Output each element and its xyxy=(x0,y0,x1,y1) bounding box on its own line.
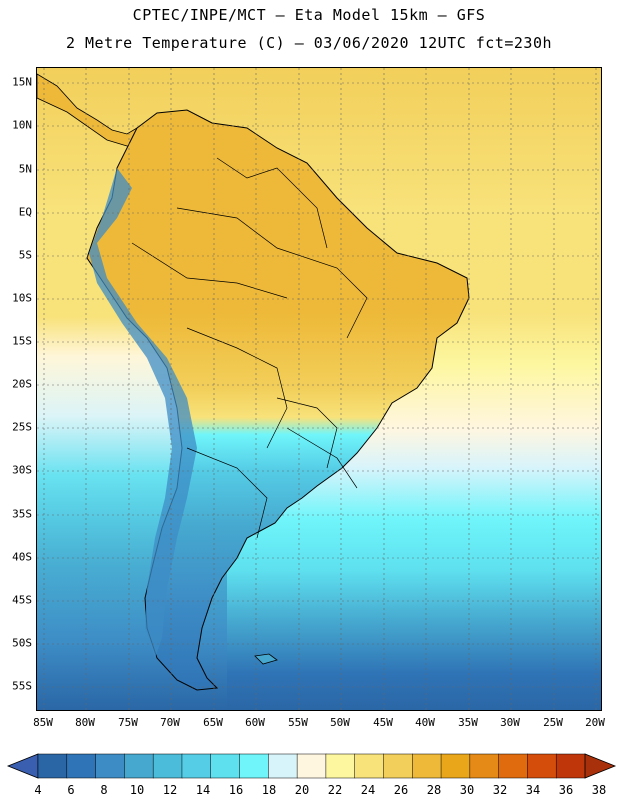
country-borders xyxy=(131,157,368,539)
colorbar-label: 22 xyxy=(327,783,343,797)
colorbar-label: 38 xyxy=(591,783,607,797)
colorbar-swatch xyxy=(412,753,442,779)
colorbar-overflow-arrow xyxy=(584,753,617,779)
lon-label: 35W xyxy=(458,716,478,729)
colorbar-label: 26 xyxy=(393,783,409,797)
colorbar-swatch xyxy=(325,753,356,779)
colorbar-label: 20 xyxy=(294,783,310,797)
lat-label: EQ xyxy=(18,205,32,219)
colorbar-label: 36 xyxy=(558,783,574,797)
colorbar-swatch xyxy=(268,753,298,779)
colorbar-swatch xyxy=(469,753,500,779)
lat-label: 25S xyxy=(12,420,32,434)
lat-label: 5N xyxy=(18,162,32,176)
colorbar-label: 34 xyxy=(525,783,541,797)
colorbar-swatch xyxy=(239,753,269,779)
colorbar-label: 28 xyxy=(426,783,442,797)
lat-label: 50S xyxy=(12,636,32,650)
colorbar-label: 10 xyxy=(129,783,145,797)
colorbar-label: 14 xyxy=(195,783,211,797)
colorbar-swatch xyxy=(354,753,385,779)
lon-label: 85W xyxy=(33,716,53,729)
lat-label: 40S xyxy=(12,550,32,564)
graticule xyxy=(37,68,601,710)
lat-label: 10N xyxy=(12,118,32,132)
map-canvas xyxy=(37,68,601,710)
colorbar-swatch xyxy=(555,753,586,779)
colorbar-swatch xyxy=(440,753,471,779)
lon-label: 80W xyxy=(75,716,95,729)
colorbar-underflow-arrow xyxy=(6,753,39,779)
temperature-map xyxy=(36,67,602,711)
lat-label: 35S xyxy=(12,507,32,521)
colorbar-swatch xyxy=(152,753,183,779)
lon-label: 60W xyxy=(245,716,265,729)
colorbar-label: 8 xyxy=(100,783,108,797)
falkland-islands xyxy=(254,653,278,665)
lat-label: 45S xyxy=(12,593,32,607)
lon-label: 55W xyxy=(288,716,308,729)
lat-label: 15N xyxy=(12,75,32,89)
lat-label: 30S xyxy=(12,463,32,477)
andes-band xyxy=(89,168,197,658)
lon-label: 30W xyxy=(500,716,520,729)
colorbar-label: 16 xyxy=(228,783,244,797)
color-scale-bar xyxy=(6,753,617,779)
colorbar-label: 6 xyxy=(67,783,75,797)
lon-label: 40W xyxy=(415,716,435,729)
lat-label: 20S xyxy=(12,377,32,391)
lat-label: 55S xyxy=(12,679,32,693)
colorbar-swatch xyxy=(95,753,125,779)
lat-label: 10S xyxy=(12,291,32,305)
colorbar-swatch xyxy=(66,753,97,779)
lon-label: 50W xyxy=(330,716,350,729)
chart-title-line2: 2 Metre Temperature (C) – 03/06/2020 12U… xyxy=(65,34,553,52)
colorbar-swatch xyxy=(124,753,154,779)
colorbar-label: 24 xyxy=(360,783,376,797)
colorbar-swatch xyxy=(527,753,557,779)
chart-title-line1: CPTEC/INPE/MCT – Eta Model 15km – GFS xyxy=(132,6,486,24)
colorbar-label: 4 xyxy=(34,783,42,797)
colorbar-label: 30 xyxy=(459,783,475,797)
lon-label: 75W xyxy=(118,716,138,729)
colorbar-swatch xyxy=(296,753,327,779)
colorbar-swatches xyxy=(37,753,586,779)
colorbar-swatch xyxy=(498,753,528,779)
colorbar-label: 12 xyxy=(162,783,178,797)
lat-label: 15S xyxy=(12,334,32,348)
colorbar-label: 18 xyxy=(261,783,277,797)
colorbar-swatch xyxy=(37,753,68,779)
colorbar-label: 32 xyxy=(492,783,508,797)
lat-label: 5S xyxy=(18,248,32,262)
lon-label: 65W xyxy=(203,716,223,729)
lon-label: 20W xyxy=(585,716,605,729)
lon-label: 70W xyxy=(160,716,180,729)
colorbar-swatch xyxy=(383,753,413,779)
lon-label: 45W xyxy=(373,716,393,729)
colorbar-swatch xyxy=(181,753,212,779)
colorbar-swatch xyxy=(210,753,241,779)
lon-label: 25W xyxy=(543,716,563,729)
